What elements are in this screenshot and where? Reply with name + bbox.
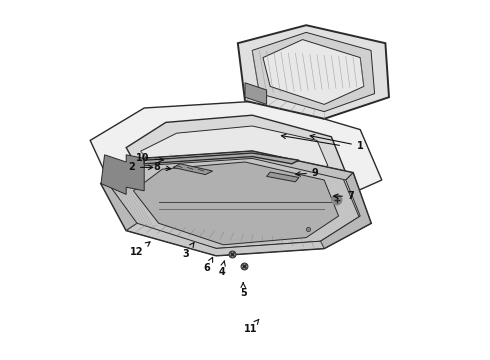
Polygon shape <box>141 126 328 191</box>
Text: 12: 12 <box>130 242 150 257</box>
Polygon shape <box>90 101 382 216</box>
Text: 7: 7 <box>334 191 355 201</box>
Text: 5: 5 <box>240 283 246 298</box>
Text: 2: 2 <box>128 162 153 172</box>
Text: 1: 1 <box>310 135 364 151</box>
Text: 8: 8 <box>153 162 171 172</box>
Polygon shape <box>320 173 371 248</box>
Text: 3: 3 <box>182 243 194 259</box>
Text: 10: 10 <box>136 153 164 163</box>
Polygon shape <box>263 40 364 104</box>
Polygon shape <box>133 162 339 245</box>
Text: 6: 6 <box>204 257 213 273</box>
Circle shape <box>332 195 342 205</box>
Polygon shape <box>252 32 374 112</box>
Polygon shape <box>108 155 360 248</box>
Polygon shape <box>267 172 299 182</box>
Polygon shape <box>144 153 299 164</box>
Polygon shape <box>126 216 371 256</box>
Text: 4: 4 <box>218 261 225 277</box>
Polygon shape <box>101 155 144 194</box>
Polygon shape <box>173 164 213 175</box>
Polygon shape <box>238 25 389 119</box>
Text: 9: 9 <box>296 168 318 178</box>
Polygon shape <box>101 151 371 256</box>
Text: 11: 11 <box>244 319 259 334</box>
Polygon shape <box>126 115 346 202</box>
Polygon shape <box>101 151 353 187</box>
Polygon shape <box>245 83 267 104</box>
Polygon shape <box>101 184 137 230</box>
